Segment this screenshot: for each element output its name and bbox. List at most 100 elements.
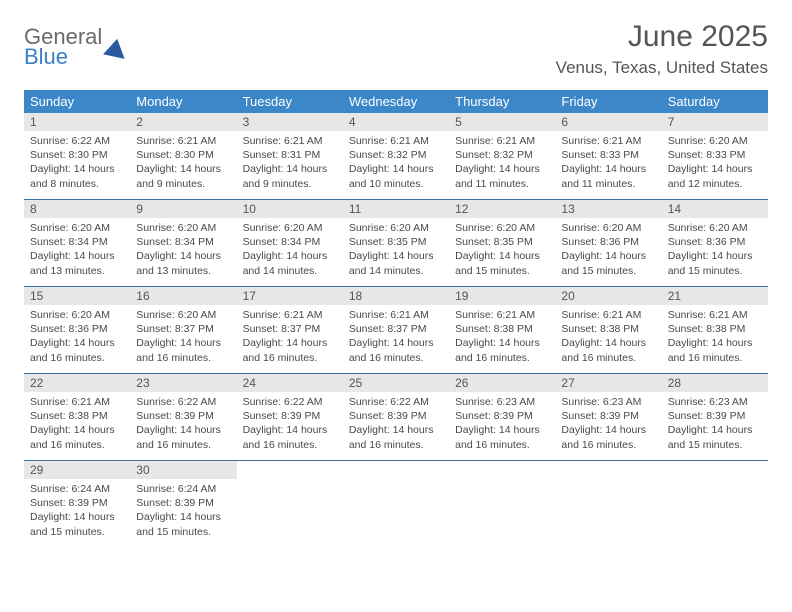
daylight-label: Daylight: bbox=[455, 250, 496, 262]
calendar-cell: 18Sunrise: 6:21 AMSunset: 8:37 PMDayligh… bbox=[343, 287, 449, 374]
sunrise-label: Sunrise: bbox=[455, 309, 494, 321]
daylight-label: Daylight: bbox=[561, 163, 602, 175]
weekday-header: Sunday bbox=[24, 90, 130, 113]
sunrise-label: Sunrise: bbox=[455, 222, 494, 234]
header: General Blue June 2025 Venus, Texas, Uni… bbox=[24, 20, 768, 78]
calendar-body: 1Sunrise: 6:22 AMSunset: 8:30 PMDaylight… bbox=[24, 113, 768, 547]
daylight-label: Daylight: bbox=[668, 163, 709, 175]
sunrise-label: Sunrise: bbox=[243, 309, 282, 321]
sunset-value: 8:32 PM bbox=[494, 149, 533, 161]
day-number: 2 bbox=[130, 113, 236, 131]
sunset-label: Sunset: bbox=[455, 410, 491, 422]
daylight-label: Daylight: bbox=[136, 511, 177, 523]
sunset-value: 8:30 PM bbox=[175, 149, 214, 161]
sunset-value: 8:30 PM bbox=[69, 149, 108, 161]
day-number: 23 bbox=[130, 374, 236, 392]
calendar-cell: 25Sunrise: 6:22 AMSunset: 8:39 PMDayligh… bbox=[343, 374, 449, 461]
day-content: Sunrise: 6:20 AM Sunset: 8:35 PM Daylight:… bbox=[449, 218, 555, 282]
day-number: 28 bbox=[662, 374, 768, 392]
sunrise-value: 6:24 AM bbox=[71, 483, 110, 495]
day-content: Sunrise: 6:20 AMSunset: 8:36 PMDaylight:… bbox=[24, 305, 130, 369]
sunset-value: 8:39 PM bbox=[69, 497, 108, 509]
day-number: 7 bbox=[662, 113, 768, 131]
sunset-label: Sunset: bbox=[455, 236, 491, 248]
title-block: June 2025 Venus, Texas, United States bbox=[556, 20, 768, 78]
sunset-label: Sunset: bbox=[668, 410, 704, 422]
sunrise-label: Sunrise: bbox=[668, 396, 707, 408]
sunrise-label: Sunrise: bbox=[455, 396, 494, 408]
sunset-value: 8:39 PM bbox=[494, 410, 533, 422]
sunrise-value: 6:20 AM bbox=[603, 222, 642, 234]
daylight-label: Daylight: bbox=[668, 424, 709, 436]
sunset-value: 8:31 PM bbox=[281, 149, 320, 161]
sunrise-value: 6:21 AM bbox=[284, 135, 323, 147]
day-content: Sunrise: 6:21 AMSunset: 8:38 PMDaylight:… bbox=[662, 305, 768, 369]
sunrise-value: 6:22 AM bbox=[71, 135, 110, 147]
sunrise-value: 6:21 AM bbox=[603, 309, 642, 321]
day-number: 8 bbox=[24, 200, 130, 218]
calendar-cell: 8Sunrise: 6:20 AMSunset: 8:34 PMDaylight… bbox=[24, 200, 130, 287]
daylight-label: Daylight: bbox=[243, 337, 284, 349]
day-number: 30 bbox=[130, 461, 236, 479]
sunrise-label: Sunrise: bbox=[668, 309, 707, 321]
day-number: 21 bbox=[662, 287, 768, 305]
day-content: Sunrise: 6:21 AMSunset: 8:31 PMDaylight:… bbox=[237, 131, 343, 195]
sunrise-value: 6:21 AM bbox=[178, 135, 217, 147]
day-number: 5 bbox=[449, 113, 555, 131]
sunrise-label: Sunrise: bbox=[561, 135, 600, 147]
day-content: Sunrise: 6:20 AMSunset: 8:33 PMDaylight:… bbox=[662, 131, 768, 195]
day-number: 15 bbox=[24, 287, 130, 305]
sunset-label: Sunset: bbox=[349, 323, 385, 335]
sunrise-value: 6:20 AM bbox=[178, 222, 217, 234]
calendar-cell: 29Sunrise: 6:24 AMSunset: 8:39 PMDayligh… bbox=[24, 461, 130, 548]
logo: General Blue bbox=[24, 20, 128, 68]
calendar-cell: 17Sunrise: 6:21 AMSunset: 8:37 PMDayligh… bbox=[237, 287, 343, 374]
daylight-label: Daylight: bbox=[30, 424, 71, 436]
daylight-label: Daylight: bbox=[243, 424, 284, 436]
sunrise-value: 6:21 AM bbox=[603, 135, 642, 147]
sunrise-value: 6:21 AM bbox=[497, 135, 536, 147]
sunset-value: 8:39 PM bbox=[175, 410, 214, 422]
sunset-value: 8:35 PM bbox=[494, 236, 533, 248]
sunrise-label: Sunrise: bbox=[30, 135, 69, 147]
sunrise-value: 6:22 AM bbox=[390, 396, 429, 408]
day-number: 13 bbox=[555, 200, 661, 218]
calendar-cell: 26Sunrise: 6:23 AMSunset: 8:39 PMDayligh… bbox=[449, 374, 555, 461]
daylight-label: Daylight: bbox=[136, 250, 177, 262]
sunrise-value: 6:20 AM bbox=[709, 135, 748, 147]
sunset-label: Sunset: bbox=[136, 497, 172, 509]
calendar-cell: 2Sunrise: 6:21 AMSunset: 8:30 PMDaylight… bbox=[130, 113, 236, 200]
day-content: Sunrise: 6:20 AMSunset: 8:34 PMDaylight:… bbox=[24, 218, 130, 282]
sunrise-label: Sunrise: bbox=[136, 222, 175, 234]
day-number: 17 bbox=[237, 287, 343, 305]
sunrise-label: Sunrise: bbox=[349, 309, 388, 321]
daylight-label: Daylight: bbox=[349, 250, 390, 262]
calendar-cell: 19Sunrise: 6:21 AMSunset: 8:38 PMDayligh… bbox=[449, 287, 555, 374]
sunset-value: 8:37 PM bbox=[387, 323, 426, 335]
sunset-value: 8:39 PM bbox=[281, 410, 320, 422]
sunset-label: Sunset: bbox=[243, 323, 279, 335]
day-content: Sunrise: 6:21 AMSunset: 8:38 PMDaylight:… bbox=[24, 392, 130, 456]
sunset-label: Sunset: bbox=[561, 323, 597, 335]
day-number: 14 bbox=[662, 200, 768, 218]
daylight-label: Daylight: bbox=[30, 511, 71, 523]
daylight-label: Daylight: bbox=[30, 163, 71, 175]
sunset-value: 8:36 PM bbox=[69, 323, 108, 335]
calendar-cell: 16Sunrise: 6:20 AMSunset: 8:37 PMDayligh… bbox=[130, 287, 236, 374]
calendar-cell: 21Sunrise: 6:21 AMSunset: 8:38 PMDayligh… bbox=[662, 287, 768, 374]
calendar-cell: 5Sunrise: 6:21 AMSunset: 8:32 PMDaylight… bbox=[449, 113, 555, 200]
sunset-value: 8:38 PM bbox=[600, 323, 639, 335]
sunset-label: Sunset: bbox=[136, 410, 172, 422]
day-content: Sunrise: 6:21 AMSunset: 8:37 PMDaylight:… bbox=[237, 305, 343, 369]
sunrise-value: 6:20 AM bbox=[497, 222, 536, 234]
sunset-label: Sunset: bbox=[561, 410, 597, 422]
sunset-label: Sunset: bbox=[30, 149, 66, 161]
day-content: Sunrise: 6:20 AMSunset: 8:34 PMDaylight:… bbox=[237, 218, 343, 282]
weekday-header: Thursday bbox=[449, 90, 555, 113]
sunset-value: 8:32 PM bbox=[387, 149, 426, 161]
daylight-label: Daylight: bbox=[455, 163, 496, 175]
sunrise-value: 6:21 AM bbox=[284, 309, 323, 321]
day-content: Sunrise: 6:20 AMSunset: 8:34 PMDaylight:… bbox=[130, 218, 236, 282]
day-content: Sunrise: 6:20 AMSunset: 8:37 PMDaylight:… bbox=[130, 305, 236, 369]
sunrise-value: 6:23 AM bbox=[603, 396, 642, 408]
